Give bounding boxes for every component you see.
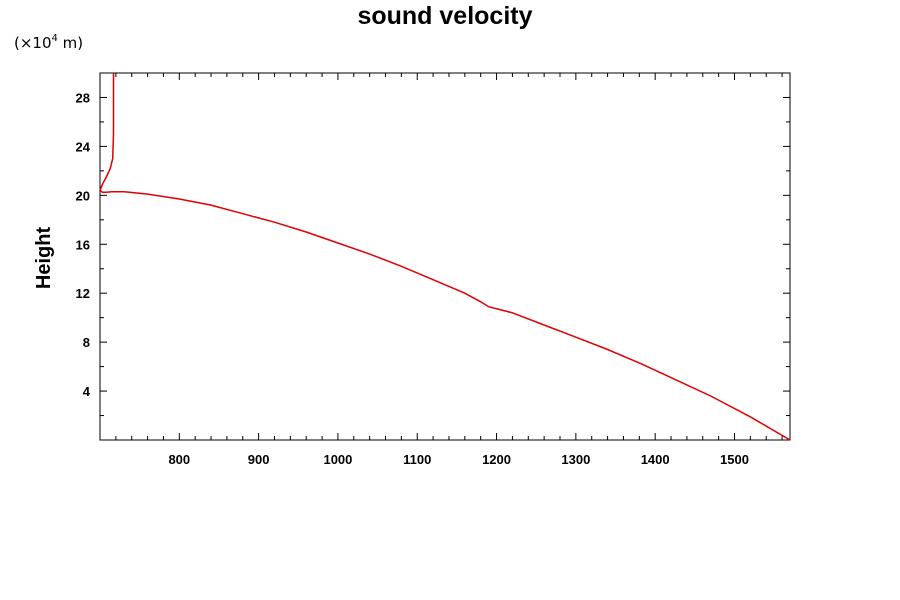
y-tick-label: 24 <box>76 139 91 154</box>
x-tick-label: 1000 <box>323 452 352 467</box>
x-tick-label: 800 <box>168 452 190 467</box>
y-axis-label: Height <box>33 227 55 290</box>
y-tick-label: 4 <box>83 384 91 399</box>
chart-title: sound velocity <box>357 2 532 30</box>
x-tick-label: 1500 <box>720 452 749 467</box>
y-tick-label: 8 <box>83 335 90 350</box>
x-tick-label: 1200 <box>482 452 511 467</box>
y-tick-label: 28 <box>76 90 90 105</box>
y-unit-exponent: 4 <box>52 33 58 44</box>
y-axis-unit: (×104 m) <box>14 33 83 52</box>
y-unit-prefix: (×10 <box>14 34 52 52</box>
sound-velocity-line <box>99 73 791 441</box>
axis-ticks <box>100 73 790 440</box>
axis-tick-labels: 800 900 1000 1100 1200 1300 1400 1500 4 8 12 16 20 24… <box>76 90 749 467</box>
x-tick-label: 1300 <box>561 452 590 467</box>
x-tick-label: 1400 <box>641 452 670 467</box>
x-tick-label: 1100 <box>403 452 431 467</box>
y-unit-suffix: m) <box>58 34 83 52</box>
plot-area-frame <box>99 72 791 441</box>
x-tick-label: 900 <box>248 452 270 467</box>
y-tick-label: 20 <box>76 188 90 203</box>
y-tick-label: 12 <box>76 286 90 301</box>
y-tick-label: 16 <box>76 237 90 252</box>
